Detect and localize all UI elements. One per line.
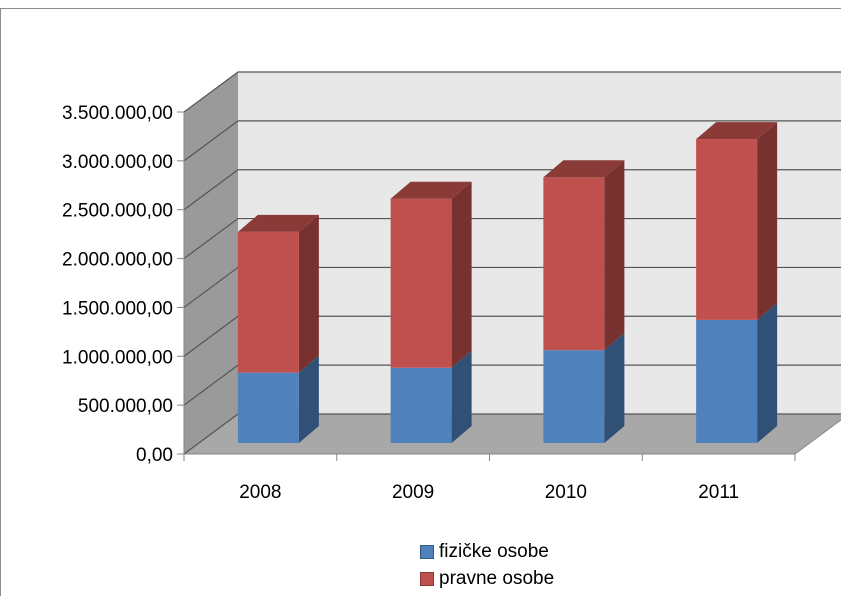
bar-top xyxy=(696,122,778,140)
bar xyxy=(390,198,452,368)
bar xyxy=(390,367,452,443)
bar-top xyxy=(390,181,472,199)
gridline xyxy=(183,217,841,260)
bar-side xyxy=(298,214,319,373)
side-wall xyxy=(184,72,238,454)
x-axis-depth xyxy=(794,419,841,455)
floor xyxy=(184,414,841,454)
legend-item-pravne-osobe: pravne osobe xyxy=(420,565,554,592)
bar-side xyxy=(451,181,472,368)
y-tick-label: 2.500.000,00 xyxy=(62,201,173,222)
back-wall xyxy=(238,72,841,414)
bar-side xyxy=(451,350,472,443)
x-tick-label: 2011 xyxy=(698,482,739,503)
bar-side xyxy=(757,302,778,443)
x-tick-label: 2008 xyxy=(239,482,281,503)
legend-swatch-pravne-osobe xyxy=(420,571,434,586)
y-tick-label: 500.000,00 xyxy=(78,396,173,417)
y-tick-label: 3.500.000,00 xyxy=(62,103,173,124)
bar-side xyxy=(604,333,625,443)
y-tick-label: 0,00 xyxy=(136,445,173,466)
y-tick-label: 1.500.000,00 xyxy=(62,298,173,319)
bar xyxy=(543,350,605,443)
bar xyxy=(237,372,299,443)
bar xyxy=(696,319,758,443)
bar xyxy=(696,139,758,320)
bar-side xyxy=(298,355,319,443)
gridline xyxy=(183,169,841,211)
x-tick-label: 2009 xyxy=(392,482,434,503)
y-tick-label: 2.000.000,00 xyxy=(62,250,173,271)
bar-side xyxy=(757,122,778,320)
bar xyxy=(237,231,299,373)
y-tick-label: 1.000.000,00 xyxy=(62,347,173,368)
legend-label-fizicke-osobe: fizičke osobe xyxy=(439,540,549,562)
bar-top xyxy=(237,214,319,232)
legend-label-pravne-osobe: pravne osobe xyxy=(439,567,555,589)
bar-top xyxy=(543,160,625,178)
y-tick-label: 3.000.000,00 xyxy=(62,152,173,173)
gridline xyxy=(183,120,841,162)
gridline xyxy=(183,71,841,113)
bar-side xyxy=(604,160,625,351)
legend: fizičke osobe pravne osobe xyxy=(420,538,554,592)
legend-item-fizicke-osobe: fizičke osobe xyxy=(420,538,554,565)
bar xyxy=(543,177,605,351)
x-tick-label: 2010 xyxy=(545,482,587,503)
legend-swatch-fizicke-osobe xyxy=(420,544,434,559)
